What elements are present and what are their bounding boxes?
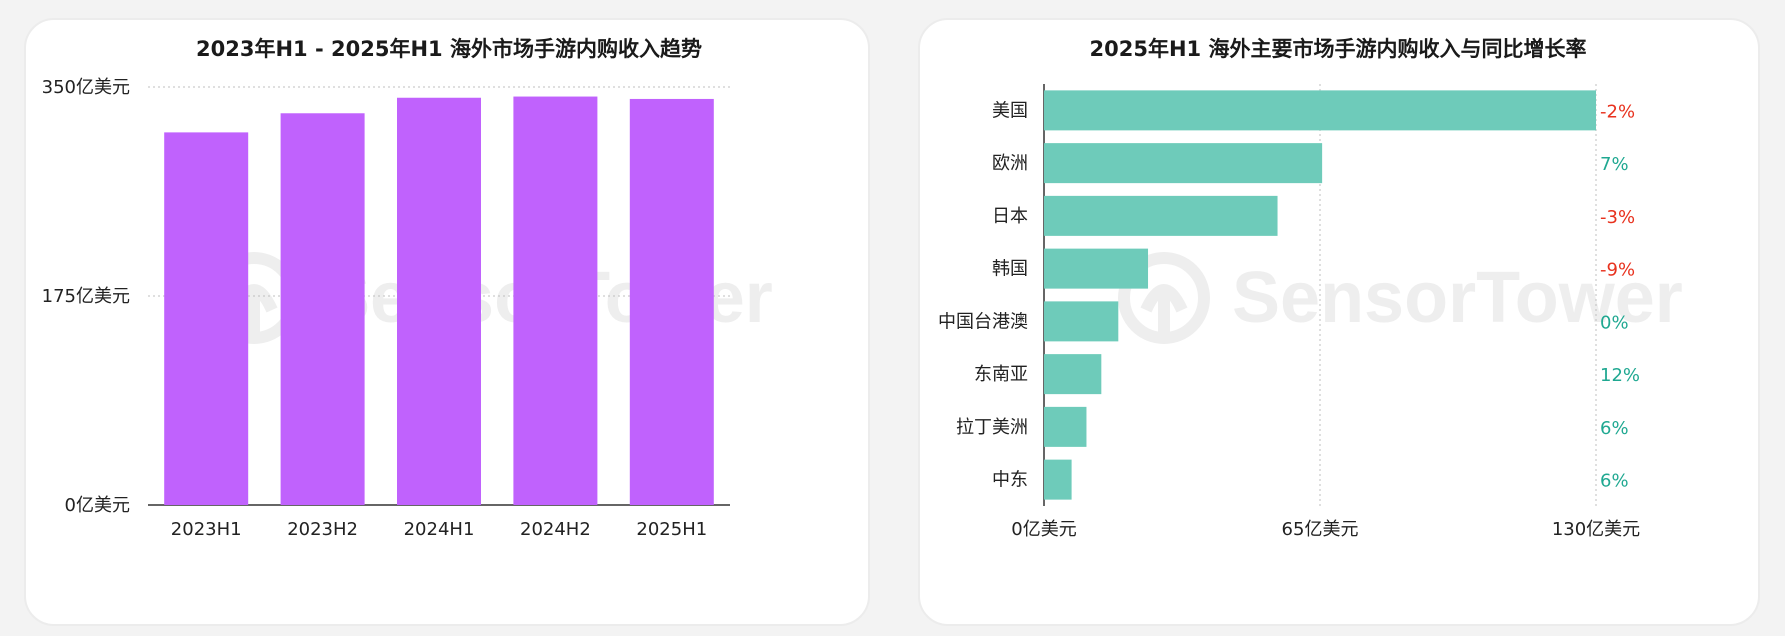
x-tick-label: 2023H1 <box>171 519 242 540</box>
y-tick-label: 175亿美元 <box>42 286 130 307</box>
growth-label: 0% <box>1600 312 1629 333</box>
growth-label: 6% <box>1600 471 1629 492</box>
category-label: 拉丁美洲 <box>956 417 1028 438</box>
bar-2023H1 <box>164 132 249 505</box>
x-tick-label: 2024H2 <box>520 519 591 540</box>
bar-中东 <box>1044 459 1072 500</box>
category-label: 美国 <box>992 100 1028 121</box>
market-revenue-chart: SensorTower 2025年H1 海外主要市场手游内购收入与同比增长率 美… <box>938 37 1683 540</box>
bar-2025H1 <box>629 98 714 505</box>
category-label: 欧洲 <box>992 153 1028 174</box>
category-label: 中东 <box>992 470 1028 491</box>
category-label: 东南亚 <box>974 364 1028 385</box>
y-tick-label: 0亿美元 <box>65 495 130 516</box>
x-tick-label: 2025H1 <box>636 519 707 540</box>
revenue-trend-chart: SensorTower 2023年H1 - 2025年H1 海外市场手游内购收入… <box>42 37 773 540</box>
x-tick-label: 0亿美元 <box>1011 519 1076 540</box>
bar-韩国 <box>1044 248 1149 289</box>
svg-text:SensorTower: SensorTower <box>1232 258 1683 338</box>
x-tick-label: 65亿美元 <box>1282 519 1359 540</box>
bar-拉丁美洲 <box>1044 406 1087 447</box>
bar-2024H2 <box>513 96 598 505</box>
x-tick-label: 2024H1 <box>404 519 475 540</box>
bar-2024H1 <box>397 97 481 506</box>
x-tick-label: 2023H2 <box>287 519 358 540</box>
watermark: SensorTower <box>1118 252 1683 344</box>
category-label: 中国台港澳 <box>938 311 1028 332</box>
bar-美国 <box>1044 90 1596 131</box>
y-tick-label: 350亿美元 <box>42 77 130 98</box>
right-chart-panel: SensorTower 2025年H1 海外主要市场手游内购收入与同比增长率 美… <box>918 18 1760 626</box>
bar-欧洲 <box>1044 143 1323 184</box>
bar-2023H2 <box>280 113 365 505</box>
bar-中国台港澳 <box>1044 301 1119 342</box>
growth-label: 7% <box>1600 154 1629 175</box>
left-chart-panel: SensorTower 2023年H1 - 2025年H1 海外市场手游内购收入… <box>24 18 870 626</box>
growth-label: -2% <box>1600 101 1635 122</box>
growth-label: 12% <box>1600 365 1640 386</box>
growth-label: 6% <box>1600 418 1629 439</box>
chart-title: 2025年H1 海外主要市场手游内购收入与同比增长率 <box>1090 37 1587 61</box>
bar-日本 <box>1044 195 1278 236</box>
category-label: 日本 <box>992 206 1028 227</box>
growth-label: -9% <box>1600 260 1635 281</box>
bar-东南亚 <box>1044 354 1102 395</box>
chart-title: 2023年H1 - 2025年H1 海外市场手游内购收入趋势 <box>196 37 702 61</box>
category-label: 韩国 <box>992 259 1028 280</box>
x-tick-label: 130亿美元 <box>1552 519 1640 540</box>
growth-label: -3% <box>1600 207 1635 228</box>
